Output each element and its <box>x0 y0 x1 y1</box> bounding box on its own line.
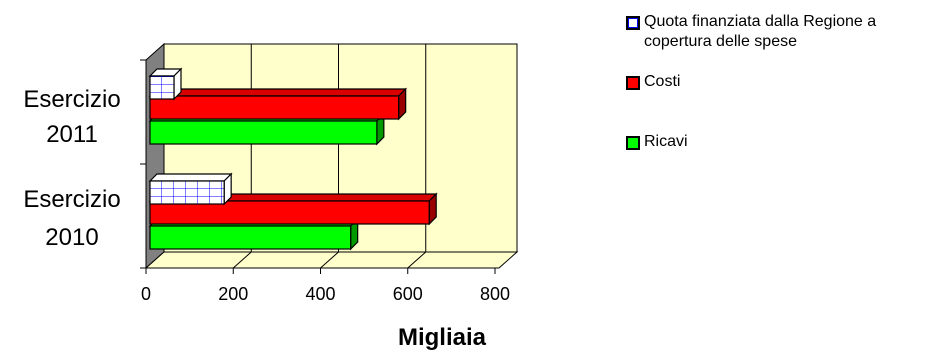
bar-front <box>149 180 225 205</box>
bar-front <box>149 200 430 225</box>
plot-floor <box>144 251 519 269</box>
legend-item: Quota finanziata dalla Regione a copertur… <box>626 12 876 52</box>
legend-item: Ricavi <box>626 132 688 152</box>
x-axis-title: Migliaia <box>398 324 487 351</box>
grid-floor-line <box>320 251 339 269</box>
legend-swatch <box>626 16 640 30</box>
bar-front <box>149 225 352 250</box>
legend-swatch <box>626 136 640 150</box>
bar-top <box>148 173 233 182</box>
category-label: Esercizio <box>23 86 120 113</box>
category-label: 2011 <box>46 121 98 148</box>
grid-floor-line <box>232 251 252 269</box>
bar <box>148 87 408 121</box>
x-tick-label: 0 <box>141 284 151 304</box>
bar-top <box>148 88 408 97</box>
bar <box>148 172 233 206</box>
legend-item: Costi <box>626 72 680 92</box>
category-label: 2010 <box>45 224 98 251</box>
legend-label: Costi <box>644 73 681 90</box>
x-tick-label: 200 <box>218 284 248 304</box>
legend-swatch <box>626 76 640 90</box>
bar-front <box>149 75 175 100</box>
x-tick-label: 800 <box>480 284 510 304</box>
legend-label: copertura delle spese <box>644 33 797 50</box>
grid-floor-line <box>407 251 427 269</box>
bar-front <box>149 95 400 120</box>
legend-label: Ricavi <box>644 133 688 150</box>
x-tick-label: 400 <box>305 284 335 304</box>
x-tick-label: 600 <box>393 284 423 304</box>
legend-label: Quota finanziata dalla Regione a <box>644 13 877 30</box>
bar <box>148 67 183 101</box>
category-label: Esercizio <box>23 186 120 213</box>
bar-front <box>149 120 378 145</box>
